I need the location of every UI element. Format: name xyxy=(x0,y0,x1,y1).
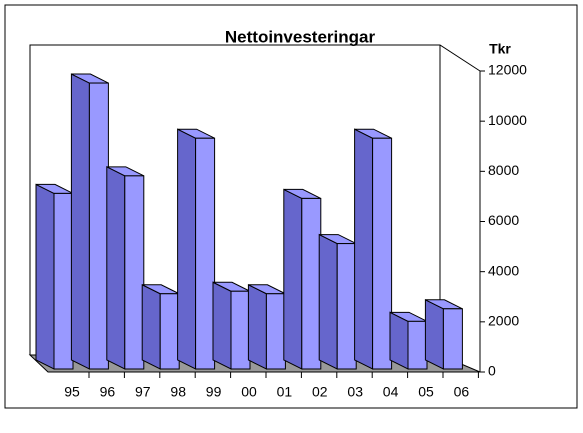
bar xyxy=(230,290,251,370)
x-tick-label: 00 xyxy=(241,384,257,400)
x-tick-label: 01 xyxy=(277,384,293,400)
bar-side xyxy=(283,188,303,370)
x-tick-label: 02 xyxy=(312,384,328,400)
bar-side xyxy=(424,298,444,370)
y-tick-label: 8000 xyxy=(488,162,519,178)
chart-title: Nettoinvesteringar xyxy=(225,27,376,46)
x-tick-label: 04 xyxy=(383,384,399,400)
bar xyxy=(88,82,109,370)
y-tick-label: 2000 xyxy=(488,313,519,329)
x-tick-label: 99 xyxy=(206,384,222,400)
y-tick-label: 10000 xyxy=(488,112,527,128)
bar xyxy=(442,308,463,370)
y-tick-label: 6000 xyxy=(488,212,519,228)
bar-side xyxy=(389,311,409,370)
bar xyxy=(265,293,286,370)
y-tick-label: 4000 xyxy=(488,262,519,278)
y-tick-label: 12000 xyxy=(488,62,527,78)
bar xyxy=(195,137,216,370)
x-tick-label: 06 xyxy=(454,384,470,400)
bar-side xyxy=(318,233,338,370)
bar-side xyxy=(247,283,267,370)
bar-side xyxy=(106,166,126,370)
bar-side xyxy=(35,183,55,370)
x-tick-label: 95 xyxy=(64,384,80,400)
back-wall xyxy=(29,44,481,355)
x-tick-label: 05 xyxy=(418,384,434,400)
bar xyxy=(407,320,428,370)
bar xyxy=(336,243,357,370)
x-tick-label: 96 xyxy=(100,384,116,400)
bar xyxy=(301,197,322,370)
bar-side xyxy=(212,281,232,370)
bar-side xyxy=(177,128,197,370)
x-tick-label: 98 xyxy=(170,384,186,400)
bar-side xyxy=(141,283,161,370)
bar xyxy=(372,137,393,370)
bar-side xyxy=(70,73,90,370)
bar xyxy=(53,192,74,370)
bar xyxy=(159,293,180,370)
bar xyxy=(124,175,145,370)
y-axis-label: Tkr xyxy=(489,41,511,57)
y-tick-label: 0 xyxy=(488,363,496,379)
x-tick-label: 97 xyxy=(135,384,151,400)
x-tick-label: 03 xyxy=(347,384,363,400)
bar-side xyxy=(354,128,374,370)
